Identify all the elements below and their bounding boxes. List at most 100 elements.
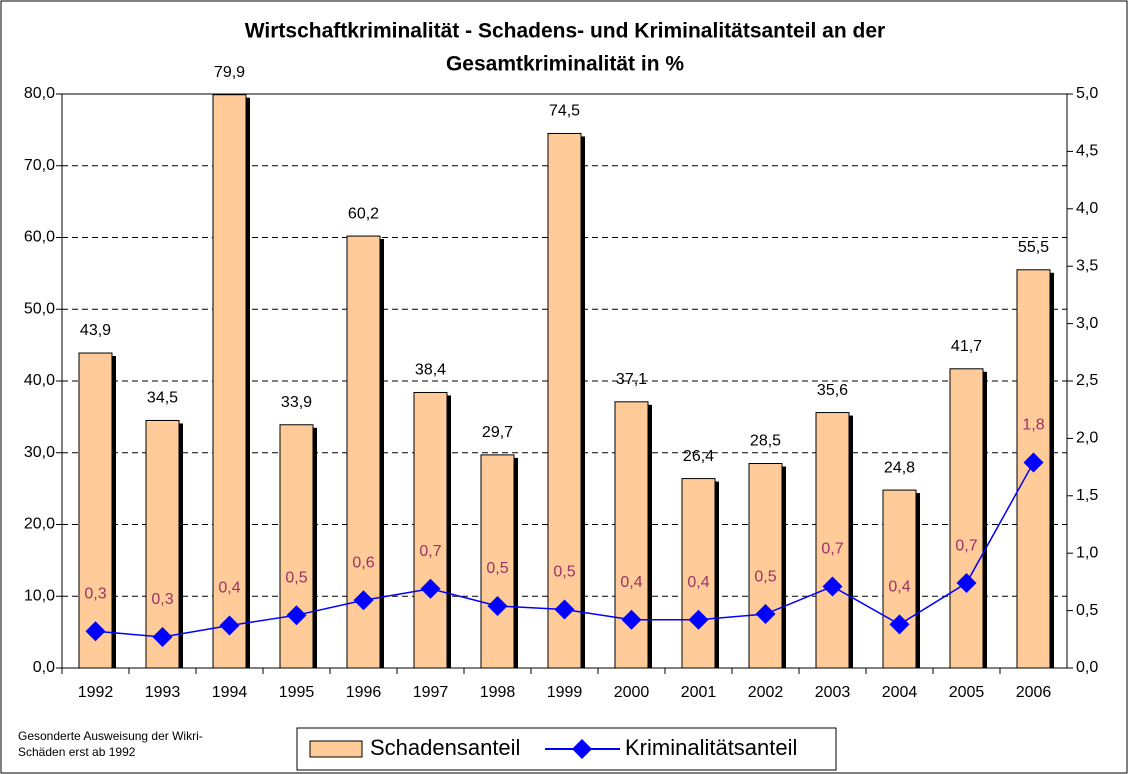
line-label: 0,4 (888, 579, 910, 596)
y-tick-label: 30,0 (24, 444, 55, 461)
marker (219, 615, 240, 636)
line-label: 1,8 (1022, 417, 1044, 434)
y-tick-label: 80,0 (24, 85, 55, 102)
x-tick-label: 2001 (681, 684, 717, 701)
line-label: 0,5 (486, 560, 508, 577)
bar (748, 463, 783, 669)
bar (547, 132, 582, 669)
bar-label: 55,5 (1018, 239, 1049, 256)
footnote: Gesonderte Ausweisung der Wikri- (18, 729, 203, 743)
x-tick-label: 1995 (279, 684, 315, 701)
line-label: 0,3 (84, 585, 106, 602)
bar (949, 368, 984, 669)
bar (815, 412, 850, 669)
x-tick-label: 1994 (212, 684, 248, 701)
marker (152, 627, 173, 648)
marker (420, 578, 441, 599)
marker (286, 605, 307, 626)
bar (145, 419, 180, 669)
x-tick-label: 2003 (815, 684, 851, 701)
bar-label: 24,8 (884, 459, 915, 476)
bar-label: 33,9 (281, 394, 312, 411)
x-tick-label: 1998 (480, 684, 516, 701)
x-tick-label: 2006 (1016, 684, 1052, 701)
marker (889, 614, 910, 635)
marker (487, 596, 508, 617)
marker (822, 576, 843, 597)
line-label: 0,4 (218, 580, 240, 597)
line-label: 0,7 (821, 541, 843, 558)
line-label: 0,4 (687, 574, 709, 591)
y2-tick-label: 2,5 (1076, 372, 1098, 389)
line-label: 0,5 (553, 564, 575, 581)
bar (212, 94, 247, 669)
y2-tick-label: 3,5 (1076, 257, 1098, 274)
bar-label: 28,5 (750, 433, 781, 450)
x-tick-label: 2004 (882, 684, 918, 701)
chart-title: Wirtschaftkriminalität - Schadens- und K… (245, 20, 885, 43)
y-tick-label: 40,0 (24, 372, 55, 389)
marker (1023, 452, 1044, 473)
chart-title: Gesamtkriminalität in % (446, 53, 684, 76)
bar (413, 391, 448, 669)
y-tick-label: 50,0 (24, 300, 55, 317)
x-tick-label: 1999 (547, 684, 583, 701)
x-tick-label: 2000 (614, 684, 650, 701)
marker (353, 590, 374, 611)
x-tick-label: 1996 (346, 684, 382, 701)
bar (279, 424, 314, 669)
y-tick-label: 20,0 (24, 516, 55, 533)
legend-swatch (309, 740, 363, 758)
x-tick-label: 2002 (748, 684, 784, 701)
y-tick-label: 60,0 (24, 229, 55, 246)
marker (554, 599, 575, 620)
bar-label: 35,6 (817, 382, 848, 399)
y-tick-label: 70,0 (24, 157, 55, 174)
line-label: 0,7 (955, 537, 977, 554)
y2-tick-label: 0,0 (1076, 659, 1098, 676)
bar-label: 34,5 (147, 390, 178, 407)
bar-label: 74,5 (549, 103, 580, 120)
legend-marker (572, 739, 592, 759)
x-tick-label: 1997 (413, 684, 449, 701)
line-label: 0,3 (151, 591, 173, 608)
bar (78, 352, 113, 669)
bar (480, 454, 515, 669)
y-tick-label: 0,0 (33, 659, 55, 676)
bar-label: 38,4 (415, 362, 446, 379)
bar (681, 478, 716, 669)
y2-tick-label: 5,0 (1076, 85, 1098, 102)
x-tick-label: 1992 (78, 684, 114, 701)
bar-label: 60,2 (348, 205, 379, 222)
line-label: 0,5 (754, 568, 776, 585)
bar-label: 41,7 (951, 338, 982, 355)
footnote: Schäden erst ab 1992 (18, 745, 136, 759)
bar-label: 29,7 (482, 424, 513, 441)
x-tick-label: 2005 (949, 684, 985, 701)
bar (882, 489, 917, 669)
marker (621, 609, 642, 630)
y-tick-label: 10,0 (24, 587, 55, 604)
line-label: 0,5 (285, 569, 307, 586)
marker (85, 621, 106, 642)
y2-tick-label: 4,5 (1076, 143, 1098, 160)
y2-tick-label: 4,0 (1076, 200, 1098, 217)
legend-label: Schadensanteil (370, 735, 520, 760)
line-label: 0,6 (352, 554, 374, 571)
bar-label: 79,9 (214, 64, 245, 81)
legend-label: Kriminalitätsanteil (625, 735, 797, 760)
line-label: 0,7 (419, 543, 441, 560)
y2-tick-label: 3,0 (1076, 315, 1098, 332)
y2-tick-label: 0,5 (1076, 602, 1098, 619)
marker (688, 609, 709, 630)
marker (755, 604, 776, 625)
y2-tick-label: 1,5 (1076, 487, 1098, 504)
bar-label: 26,4 (683, 448, 714, 465)
marker (956, 573, 977, 594)
line-label: 0,4 (620, 574, 642, 591)
bar-label: 37,1 (616, 371, 647, 388)
x-tick-label: 1993 (145, 684, 181, 701)
y2-tick-label: 1,0 (1076, 544, 1098, 561)
bar-label: 43,9 (80, 322, 111, 339)
